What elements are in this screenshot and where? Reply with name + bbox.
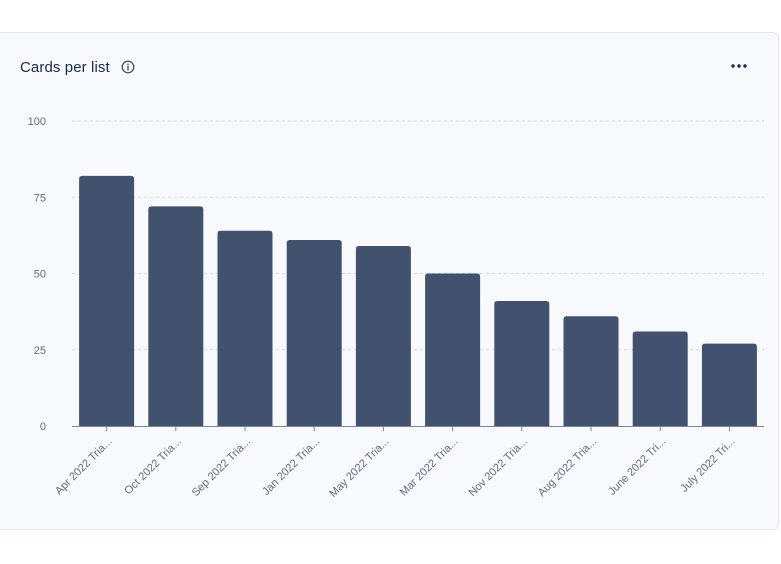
y-tick-label: 25: [34, 345, 46, 357]
y-tick-label: 75: [34, 192, 46, 204]
x-tick-label: Nov 2022 Tria...: [467, 436, 530, 499]
bar[interactable]: [425, 273, 481, 427]
bar[interactable]: [494, 300, 550, 426]
x-tick-label: Mar 2022 Tria...: [398, 436, 461, 499]
x-tick-label: Jan 2022 Tria...: [260, 436, 322, 498]
bar[interactable]: [701, 343, 757, 426]
x-tick-label: Aug 2022 Tria...: [536, 436, 599, 499]
bar[interactable]: [355, 246, 411, 426]
x-tick-label: Sep 2022 Tria...: [190, 436, 253, 499]
bar[interactable]: [632, 331, 688, 426]
x-tick-label: May 2022 Tria...: [327, 436, 391, 500]
bars: [79, 175, 757, 427]
more-options-button[interactable]: [728, 55, 750, 77]
x-tick-label: June 2022 Tri...: [606, 436, 668, 498]
more-horizontal-icon: [731, 64, 747, 68]
info-circle-icon[interactable]: [121, 60, 135, 74]
bar[interactable]: [217, 230, 273, 426]
y-tick-label: 100: [28, 116, 46, 128]
card-header: Cards per list: [20, 57, 135, 77]
bar[interactable]: [563, 316, 619, 426]
x-tick-label: Oct 2022 Tria...: [122, 436, 184, 498]
axes: [72, 426, 764, 431]
bar[interactable]: [286, 239, 342, 426]
card-title: Cards per list: [20, 58, 110, 76]
x-tick-label: July 2022 Tri...: [678, 436, 737, 495]
x-tick-label: Apr 2022 Tria...: [53, 436, 115, 498]
bar[interactable]: [79, 175, 135, 426]
y-tick-label: 50: [34, 269, 46, 281]
y-tick-label: 0: [40, 421, 46, 433]
bar[interactable]: [148, 206, 204, 426]
